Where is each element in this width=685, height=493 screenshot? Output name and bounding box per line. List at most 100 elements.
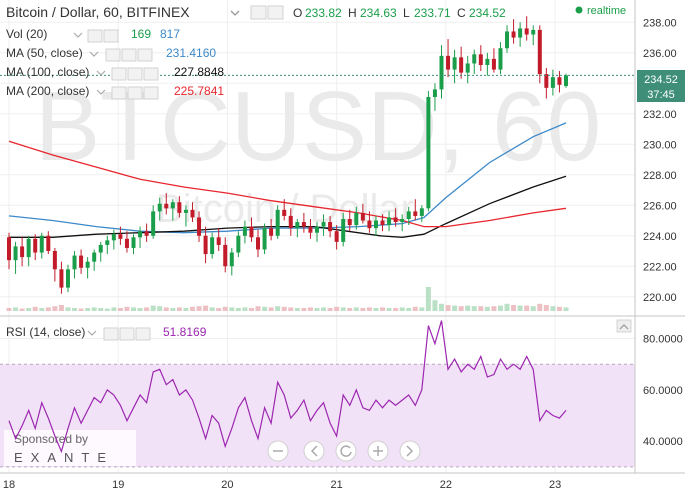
candle-body	[20, 246, 25, 258]
candle-body	[334, 231, 339, 242]
ma50-buttons[interactable]	[105, 48, 153, 62]
volume-bar	[39, 308, 45, 311]
candle	[282, 199, 287, 221]
volume-bar	[78, 308, 84, 311]
time-tick-label: 21	[331, 479, 343, 491]
volume-bar	[13, 307, 19, 311]
scroll-left-button[interactable]	[303, 440, 325, 462]
rsi-value: 51.8169	[163, 325, 207, 339]
rsi-line	[8, 320, 567, 454]
candle-body	[491, 58, 496, 70]
vol-settings-button[interactable]	[87, 29, 103, 43]
candle	[39, 232, 44, 259]
candle	[426, 90, 431, 212]
candle	[288, 208, 293, 236]
candle-body	[419, 208, 424, 216]
vol-close-button[interactable]	[103, 29, 119, 43]
volume-bar	[58, 305, 64, 311]
candle	[393, 208, 398, 227]
title-chevron-icon[interactable]	[230, 10, 240, 16]
candle	[79, 249, 84, 274]
candle	[328, 215, 333, 238]
high-label: H	[348, 6, 357, 20]
title-buttons[interactable]	[250, 5, 284, 20]
volume-bar	[419, 307, 425, 311]
rsi-label[interactable]: RSI (14, close)	[6, 325, 85, 339]
candle-body	[531, 29, 536, 35]
candle	[472, 49, 477, 75]
candle	[498, 42, 503, 75]
volume-bar	[491, 306, 497, 311]
zoom-out-button[interactable]	[267, 440, 289, 462]
volume-bar	[504, 303, 510, 311]
realtime-label[interactable]: realtime	[587, 5, 626, 17]
time-axis[interactable]: 18 19 20 21 22 23	[3, 479, 561, 491]
volume-bar	[432, 300, 438, 311]
ma100-label[interactable]: MA (100, close)	[6, 65, 89, 79]
sponsor-box[interactable]	[4, 430, 136, 466]
volume-bar	[137, 308, 143, 311]
candle-body	[79, 255, 84, 268]
candle	[170, 199, 175, 221]
candle-body	[387, 217, 392, 226]
ma100-value: 227.8848	[174, 65, 224, 79]
candle	[373, 215, 378, 236]
ma50-label[interactable]: MA (50, close)	[6, 46, 83, 60]
ma200-buttons[interactable]	[111, 86, 159, 100]
ma50-chevron-icon[interactable]	[89, 51, 99, 57]
candle-body	[367, 220, 372, 229]
candle	[46, 231, 51, 255]
volume-bar	[458, 306, 464, 311]
ma200-label[interactable]: MA (200, close)	[6, 84, 89, 98]
volume-bar	[19, 308, 25, 311]
ma100-buttons[interactable]	[111, 67, 159, 81]
volume-bar	[242, 307, 248, 311]
zoom-in-button[interactable]	[367, 440, 389, 462]
volume-bar	[563, 307, 569, 311]
candle-body	[249, 226, 254, 238]
candle-body	[33, 238, 38, 253]
volume-bar	[85, 308, 91, 311]
candle	[177, 196, 182, 218]
rsi-buttons[interactable]	[103, 327, 151, 341]
candle-body	[459, 57, 464, 73]
volume-bar	[511, 305, 517, 311]
candle	[511, 19, 516, 44]
vol-label[interactable]: Vol (20)	[6, 27, 47, 41]
candle-body	[524, 28, 529, 35]
candle	[524, 16, 529, 41]
sponsor-label: Sponsored by	[14, 432, 88, 446]
candle-body	[432, 89, 437, 98]
candle	[505, 25, 510, 53]
candle	[151, 205, 156, 239]
candle	[65, 264, 70, 293]
sponsor-brand: EXANTE	[14, 450, 114, 465]
rsi-tick-label: 80.0000	[643, 334, 683, 346]
ma100-chevron-icon[interactable]	[96, 70, 106, 76]
candle	[452, 49, 457, 84]
rsi-chevron-icon[interactable]	[87, 330, 97, 336]
volume-bar	[452, 305, 458, 311]
candle-body	[400, 218, 405, 223]
candle	[432, 83, 437, 111]
scroll-right-button[interactable]	[399, 440, 421, 462]
volume-bar	[229, 307, 235, 311]
volume-bar	[530, 306, 536, 311]
symbol-title[interactable]: Bitcoin / Dollar, 60, BITFINEX	[6, 4, 190, 20]
rsi-maximize-button[interactable]	[616, 319, 632, 333]
candle-body	[72, 255, 77, 270]
candle-body	[295, 222, 300, 229]
rsi-axis[interactable]: 80.0000 60.0000 40.0000	[643, 334, 683, 449]
current-price-label: 234.52	[644, 74, 678, 86]
candle-body	[505, 31, 510, 49]
candle-body	[537, 29, 542, 75]
candle-body	[511, 31, 516, 38]
volume-bar	[537, 303, 543, 311]
candle	[210, 232, 215, 259]
ma200-chevron-icon[interactable]	[96, 89, 106, 95]
vol-chevron-icon[interactable]	[73, 32, 83, 38]
candle	[308, 218, 313, 239]
volume-bar	[176, 307, 182, 311]
reset-button[interactable]	[335, 440, 357, 462]
candle-body	[262, 228, 267, 250]
